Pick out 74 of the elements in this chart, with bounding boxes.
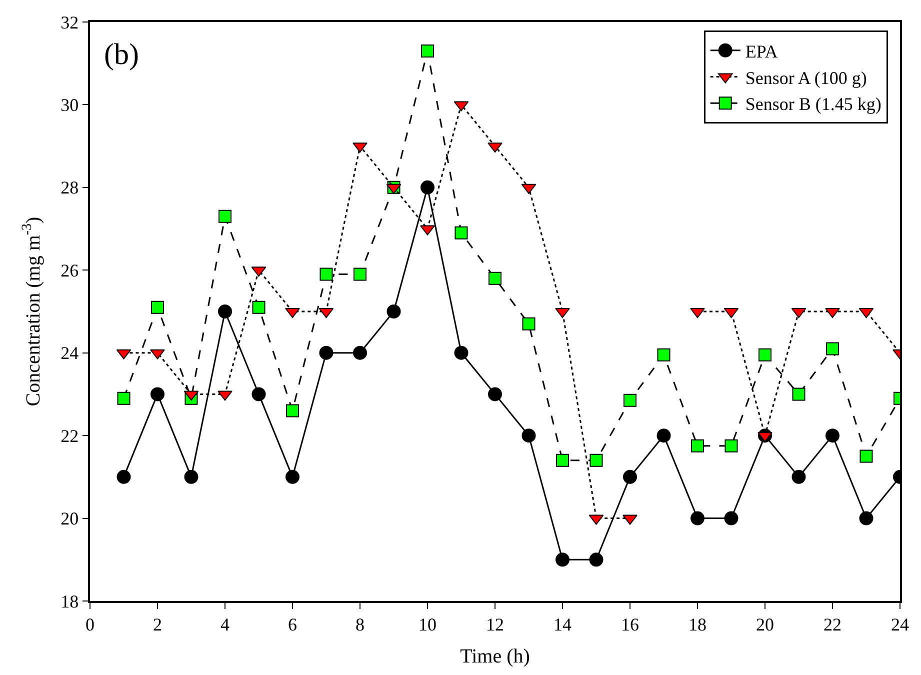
point — [792, 388, 806, 401]
point — [218, 390, 232, 401]
point — [421, 44, 434, 58]
x-tick-label: 22 — [824, 614, 842, 634]
x-tick-label: 14 — [554, 614, 572, 634]
point — [691, 439, 704, 452]
point — [420, 225, 435, 236]
point — [488, 272, 502, 285]
point — [522, 428, 536, 443]
point — [454, 346, 468, 360]
point — [488, 142, 502, 153]
point — [117, 392, 130, 405]
x-tick-label: 8 — [356, 614, 364, 634]
point — [319, 346, 334, 360]
point — [860, 450, 873, 463]
point — [792, 470, 806, 484]
x-axis-title: Time (h) — [460, 645, 530, 668]
point — [624, 394, 636, 407]
point — [252, 300, 266, 314]
point — [386, 304, 401, 318]
point — [286, 404, 299, 418]
x-tick-label: 2 — [153, 614, 162, 634]
y-tick-label: 22 — [60, 426, 79, 446]
point — [252, 387, 266, 402]
x-tick-label: 24 — [891, 614, 909, 634]
point — [218, 210, 232, 223]
x-tick-label: 18 — [688, 614, 706, 634]
annotation: (b) — [104, 38, 139, 71]
point — [623, 470, 637, 484]
point — [150, 349, 165, 360]
point — [352, 142, 368, 153]
point — [556, 552, 570, 567]
point — [656, 428, 671, 443]
legend-label: Sensor B (1.45 kg) — [745, 94, 882, 114]
x-tick-label: 16 — [621, 614, 639, 634]
x-tick-label: 20 — [756, 614, 774, 634]
point — [420, 180, 434, 194]
point — [556, 454, 569, 467]
point — [589, 552, 604, 567]
point — [590, 454, 603, 467]
y-tick-label: 24 — [60, 343, 79, 364]
point — [150, 387, 164, 402]
point — [826, 428, 840, 443]
y-tick-label: 30 — [60, 95, 79, 116]
y-tick-label: 26 — [60, 260, 79, 280]
point — [184, 470, 198, 484]
point — [758, 348, 772, 362]
y-tick-label: 20 — [60, 508, 79, 529]
x-tick-label: 10 — [418, 614, 436, 634]
y-tick-label: 32 — [60, 12, 79, 32]
point — [353, 346, 367, 360]
point — [488, 387, 502, 402]
x-tick-label: 6 — [288, 614, 297, 634]
point — [724, 511, 738, 526]
point — [454, 226, 468, 240]
legend-label: EPA — [745, 41, 778, 62]
legend-label: Sensor A (100 g) — [745, 68, 867, 88]
point — [116, 470, 131, 484]
point — [320, 268, 333, 281]
point — [522, 317, 536, 330]
point — [354, 268, 366, 281]
x-tick-label: 4 — [220, 614, 230, 634]
x-tick-label: 12 — [486, 614, 504, 634]
point — [657, 348, 670, 362]
y-tick-label: 28 — [60, 178, 79, 198]
point — [859, 511, 874, 526]
point — [286, 470, 300, 484]
point — [724, 439, 738, 452]
point — [218, 304, 232, 318]
point — [826, 342, 839, 356]
y-tick-label: 18 — [60, 591, 79, 612]
point — [690, 511, 704, 526]
x-tick-label: 0 — [86, 614, 94, 634]
point — [151, 300, 164, 314]
